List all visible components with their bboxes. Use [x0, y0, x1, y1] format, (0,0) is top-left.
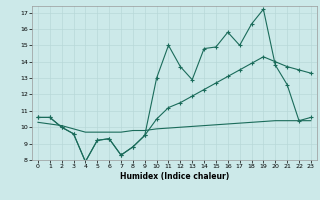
X-axis label: Humidex (Indice chaleur): Humidex (Indice chaleur)	[120, 172, 229, 181]
